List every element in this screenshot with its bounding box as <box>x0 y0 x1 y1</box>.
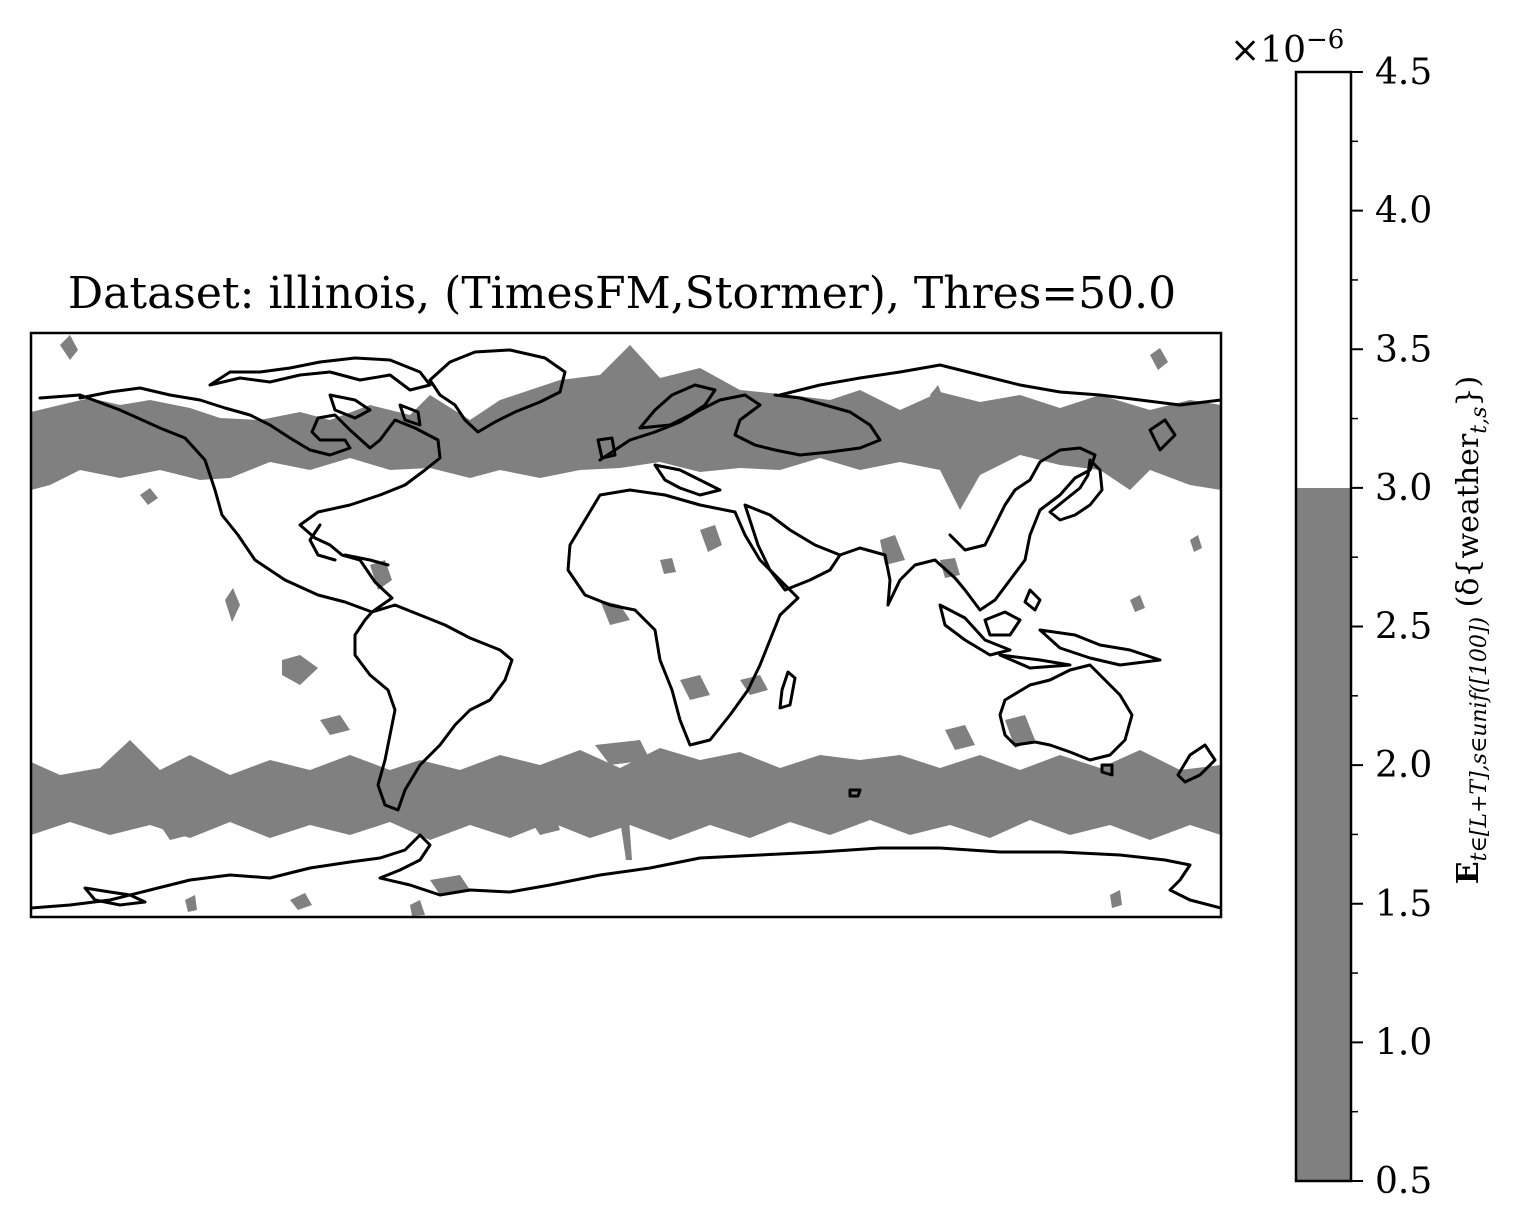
colorbar-tick-label: 0.5 <box>1375 1161 1432 1202</box>
scattered-threshold-patches <box>60 335 1202 916</box>
colorbar: 0.5 1.0 1.5 2.0 2.5 3.0 3.5 4.0 4.5 ×10−6 Et∈[L+… <box>1230 25 1492 1202</box>
colorbar-tick-label: 1.5 <box>1375 884 1432 925</box>
colorbar-level-0 <box>1296 487 1351 1181</box>
map-panel <box>29 331 1223 919</box>
colorbar-offset-label: ×10−6 <box>1230 25 1344 71</box>
colorbar-tick-label: 2.0 <box>1375 745 1432 786</box>
colorbar-label: Et∈[L+T],s∈unif([100]) (δ{weathert,s}) <box>1451 376 1492 884</box>
map-title: Dataset: illinois, (TimesFM,Stormer), Th… <box>68 268 1176 319</box>
colorbar-tick-label: 1.0 <box>1375 1022 1432 1063</box>
colorbar-ticks: 0.5 1.0 1.5 2.0 2.5 3.0 3.5 4.0 4.5 <box>1351 52 1432 1202</box>
map-frame <box>29 331 1223 919</box>
colorbar-tick-label: 4.5 <box>1375 52 1432 93</box>
colorbar-level-1 <box>1296 72 1351 488</box>
south-threshold-band <box>31 740 1221 840</box>
colorbar-tick-label: 3.0 <box>1375 468 1432 509</box>
colorbar-tick-label: 4.0 <box>1375 191 1432 232</box>
coastlines <box>31 348 1221 910</box>
north-threshold-band <box>31 345 1221 510</box>
colorbar-tick-label: 2.5 <box>1375 607 1432 648</box>
colorbar-tick-label: 3.5 <box>1375 329 1432 370</box>
